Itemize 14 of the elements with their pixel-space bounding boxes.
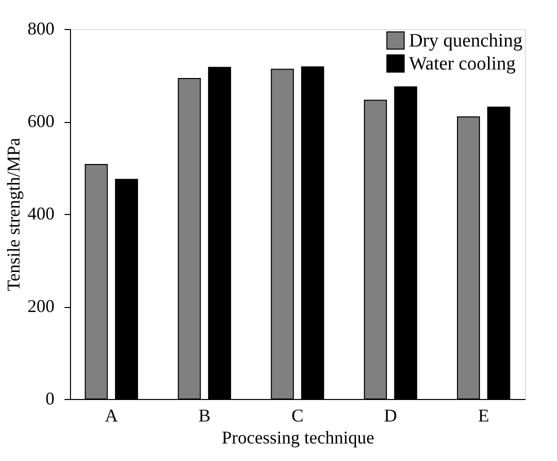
legend-label: Dry quenching bbox=[409, 30, 523, 52]
y-tick-label: 200 bbox=[28, 296, 54, 316]
y-tick-label: 400 bbox=[28, 204, 54, 224]
y-axis-title: Tensile strength/MPa bbox=[4, 138, 24, 292]
y-tick-label: 800 bbox=[28, 18, 54, 38]
legend-label: Water cooling bbox=[409, 54, 516, 74]
x-axis-title: Processing technique bbox=[222, 428, 374, 448]
y-tick-label: 600 bbox=[28, 111, 54, 131]
x-tick-label: A bbox=[104, 406, 118, 426]
x-tick-label: C bbox=[291, 406, 304, 426]
y-tick-label: 0 bbox=[46, 388, 54, 408]
x-tick-label: D bbox=[384, 406, 398, 426]
x-tick-label: E bbox=[478, 406, 490, 426]
x-tick-label: B bbox=[198, 406, 210, 426]
